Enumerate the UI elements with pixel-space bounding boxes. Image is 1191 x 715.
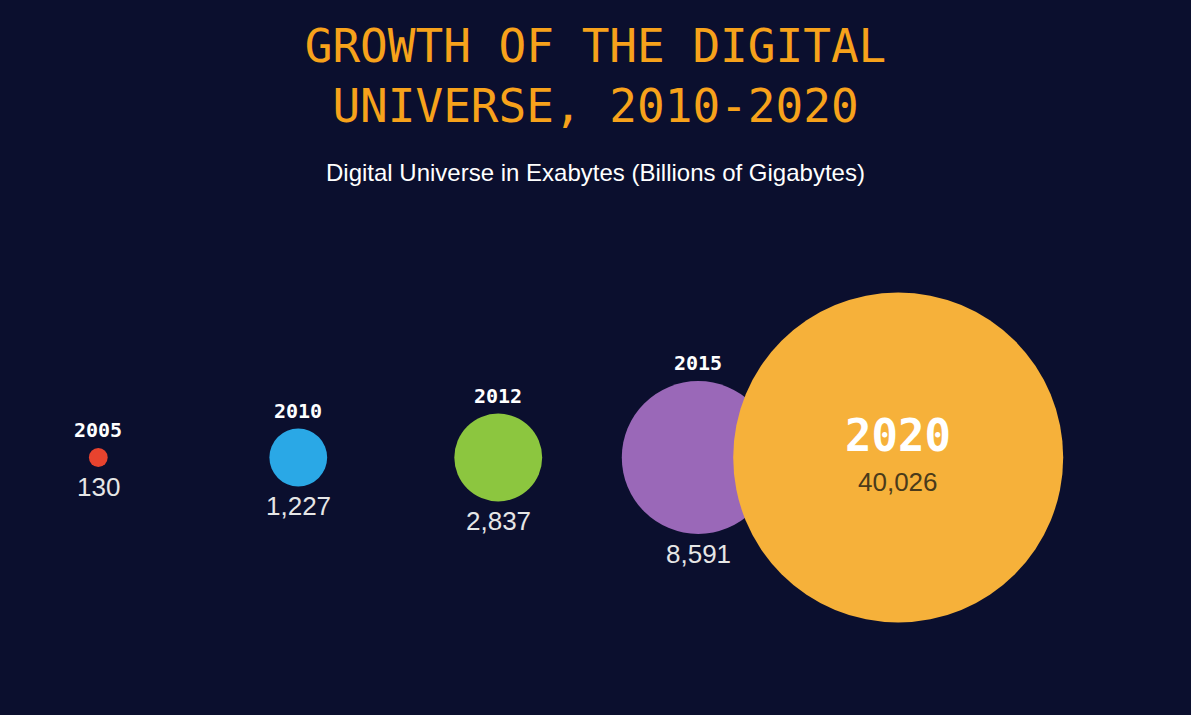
svg-text:2005: 2005 (74, 418, 122, 442)
svg-text:130: 130 (77, 472, 120, 502)
svg-text:2012: 2012 (474, 384, 522, 408)
svg-text:1,227: 1,227 (266, 491, 331, 521)
svg-text:2,837: 2,837 (466, 506, 531, 536)
svg-text:2020: 2020 (845, 410, 951, 461)
svg-text:8,591: 8,591 (666, 539, 731, 569)
svg-text:2010: 2010 (274, 399, 322, 423)
svg-text:40,026: 40,026 (858, 467, 938, 497)
svg-text:2015: 2015 (674, 351, 722, 375)
svg-text:GROWTH OF THE DIGITALUNIVERSE,: GROWTH OF THE DIGITALUNIVERSE, 2010-2020 (305, 19, 887, 133)
svg-text:Digital Universe in Exabytes (: Digital Universe in Exabytes (Billions o… (326, 159, 865, 186)
